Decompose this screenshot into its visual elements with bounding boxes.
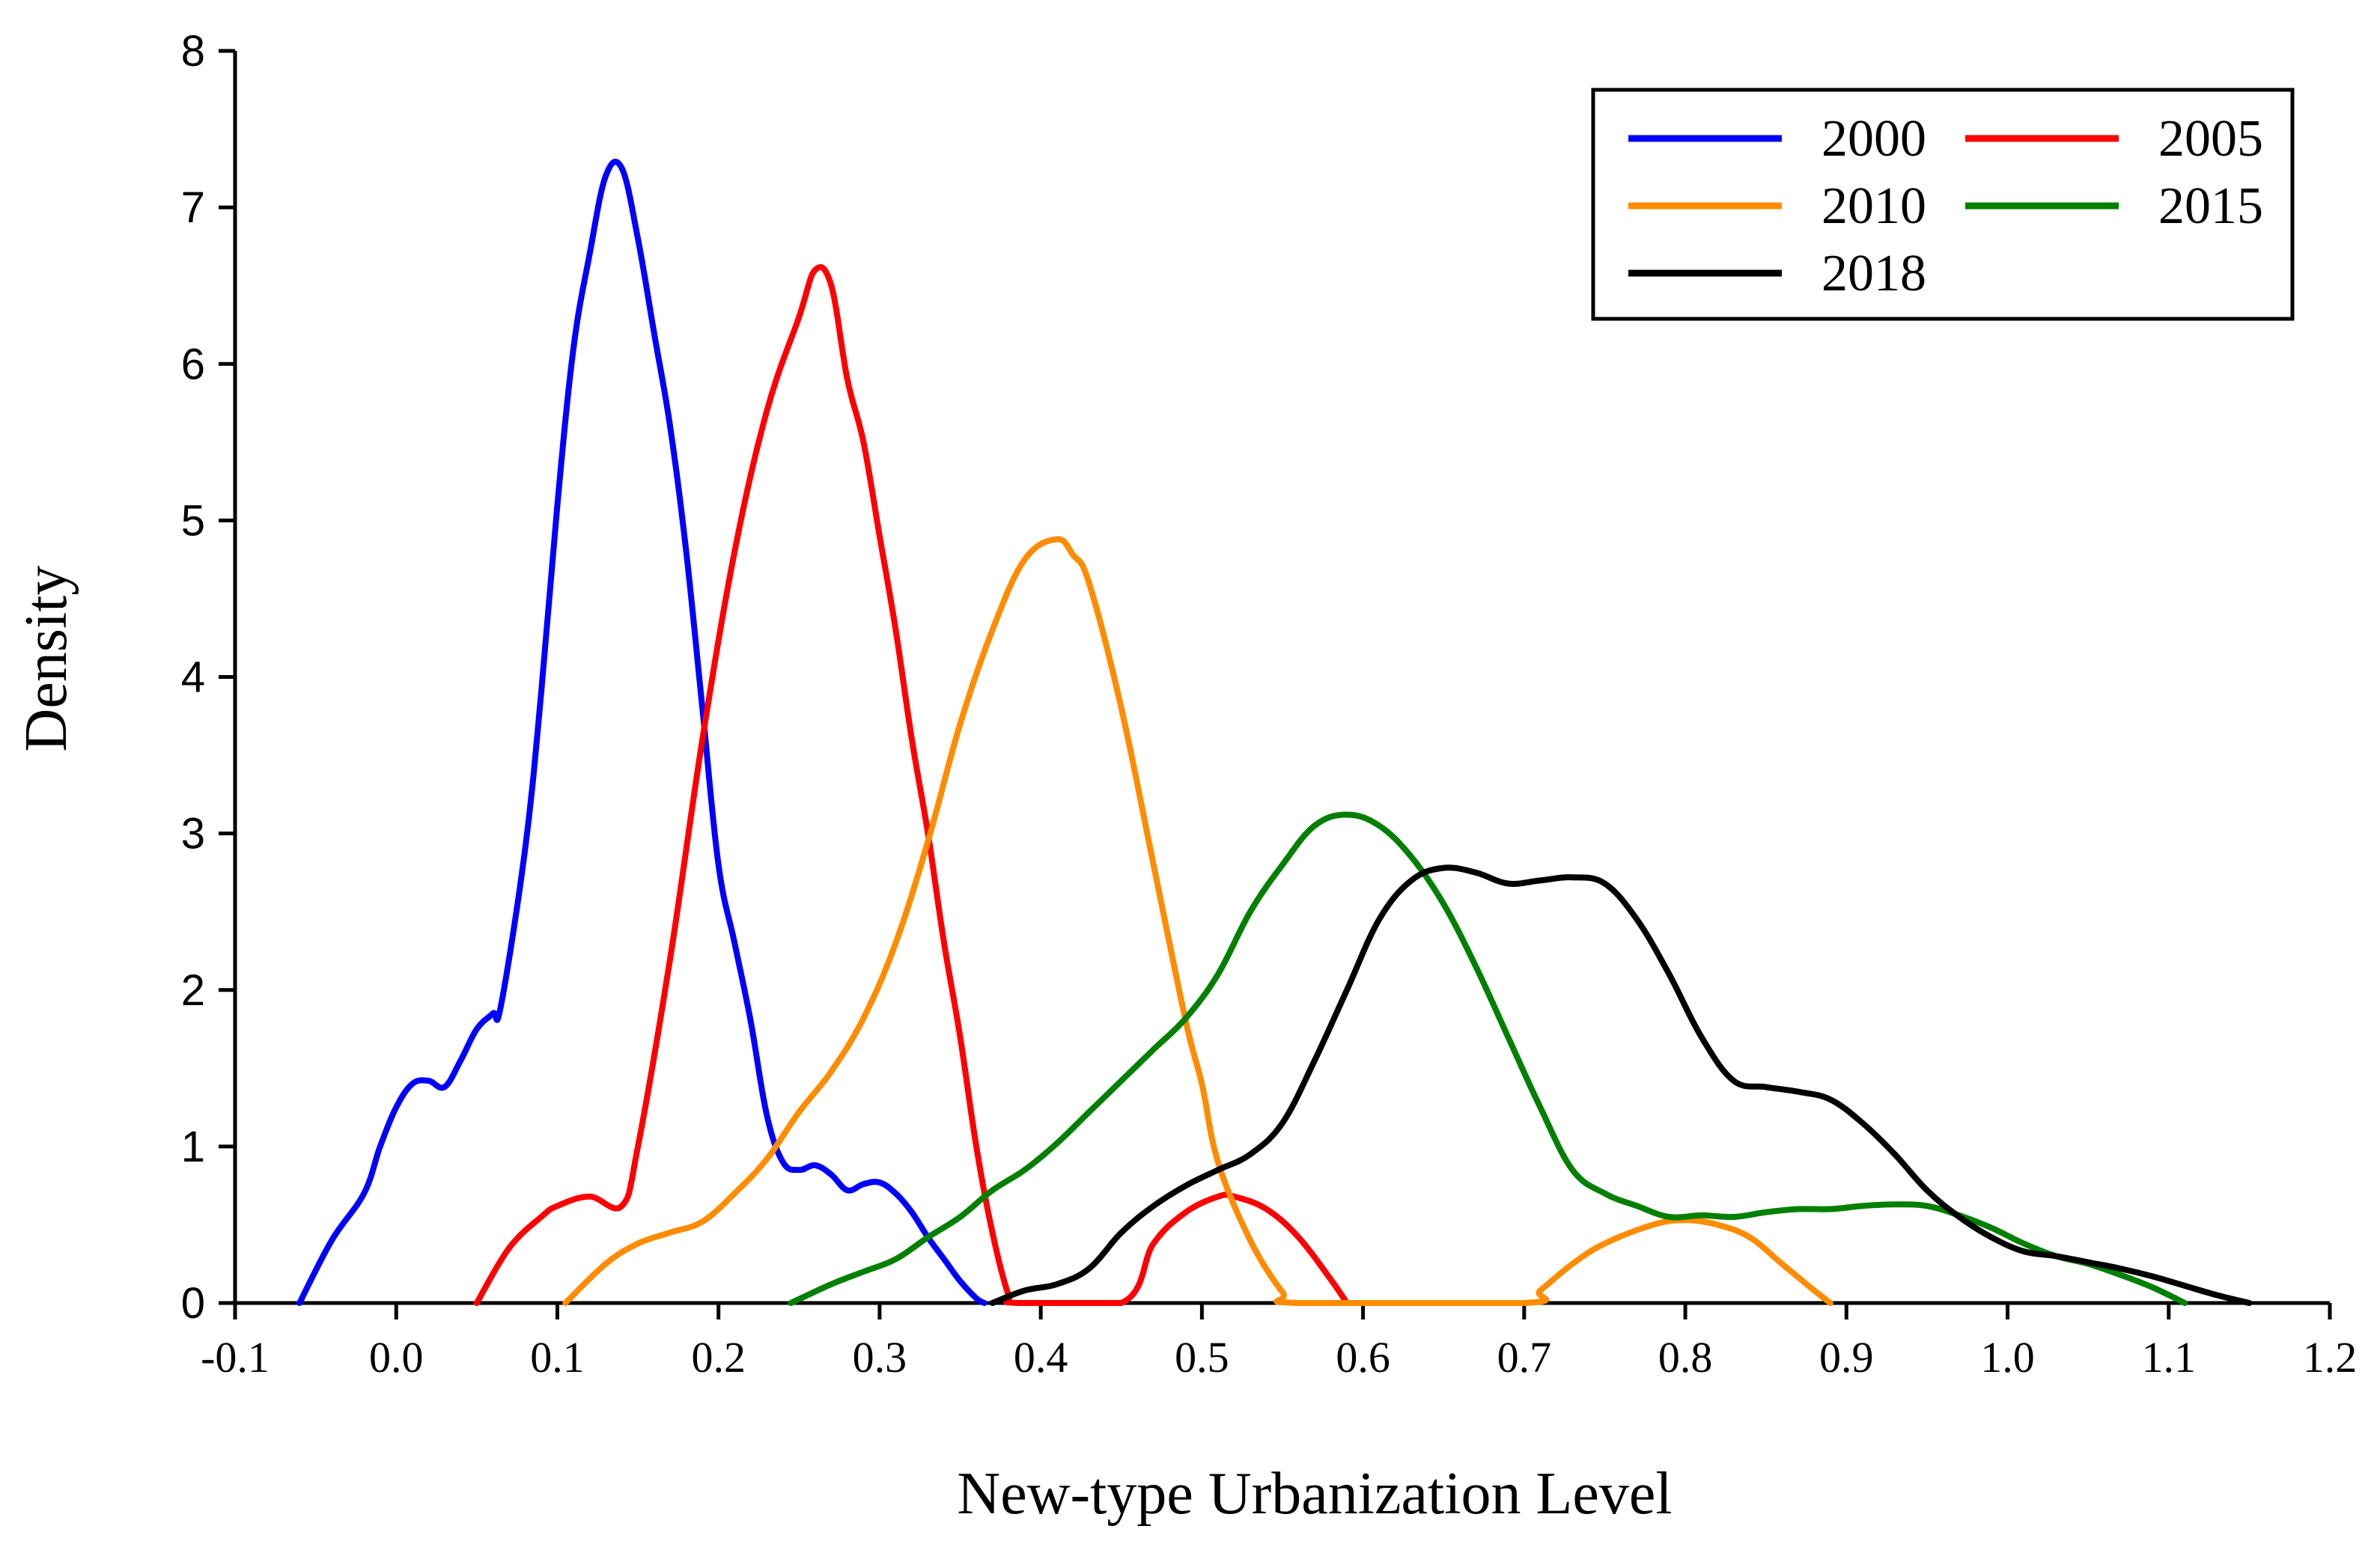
- x-tick-label: 0.7: [1497, 1333, 1552, 1382]
- x-tick-label: 0.2: [691, 1333, 746, 1382]
- series-line-2015: [788, 811, 2188, 1306]
- x-tick-label: 0.8: [1658, 1333, 1713, 1382]
- x-tick-label: -0.1: [201, 1333, 270, 1382]
- series-lines: [296, 159, 2253, 1307]
- y-tick-label: 7: [181, 183, 205, 232]
- x-tick-label: 0.1: [530, 1333, 585, 1382]
- series-line-2018: [989, 864, 2253, 1306]
- y-tick-label: 1: [181, 1123, 205, 1171]
- legend-label-2000: 2000: [1821, 110, 1926, 168]
- series-line-2005: [473, 264, 1351, 1307]
- legend-label-2005: 2005: [2158, 110, 2263, 168]
- legend-label-2010: 2010: [1821, 177, 1926, 235]
- y-tick-label: 2: [181, 966, 205, 1015]
- legend-label-2015: 2015: [2158, 177, 2263, 235]
- y-tick-label: 3: [181, 810, 205, 858]
- y-axis-label: Density: [13, 566, 79, 752]
- x-tick-label: 1.1: [2142, 1333, 2197, 1382]
- x-tick-label: 1.0: [1980, 1333, 2035, 1382]
- y-tick-label: 5: [181, 496, 205, 545]
- series-line-2010: [562, 536, 1833, 1307]
- x-tick-label: 0.3: [853, 1333, 907, 1382]
- legend: 2000 2005 2010 2015 2018: [1591, 88, 2295, 321]
- x-tick-label: 1.2: [2303, 1333, 2358, 1382]
- ticks: 0 1 2 3 4 5 6 7 8 -0.1 0.0 0.1 0.2 0.3 0.4 0.5 0.6 0.7 0.8…: [181, 27, 2358, 1382]
- x-tick-label: 0.9: [1819, 1333, 1874, 1382]
- y-tick-label: 6: [181, 340, 205, 388]
- x-axis-label: New-type Urbanization Level: [957, 1461, 1672, 1527]
- x-tick-label: 0.4: [1014, 1333, 1068, 1382]
- x-tick-label: 0.6: [1336, 1333, 1390, 1382]
- y-tick-label: 8: [181, 27, 205, 76]
- y-tick-label: 0: [181, 1279, 205, 1328]
- y-tick-label: 4: [181, 653, 205, 702]
- series-line-2000: [296, 159, 987, 1306]
- x-tick-label: 0.0: [369, 1333, 424, 1382]
- legend-entries: 2000 2005 2010 2015 2018: [1628, 110, 2263, 302]
- legend-label-2018: 2018: [1821, 245, 1926, 302]
- x-tick-label: 0.5: [1175, 1333, 1229, 1382]
